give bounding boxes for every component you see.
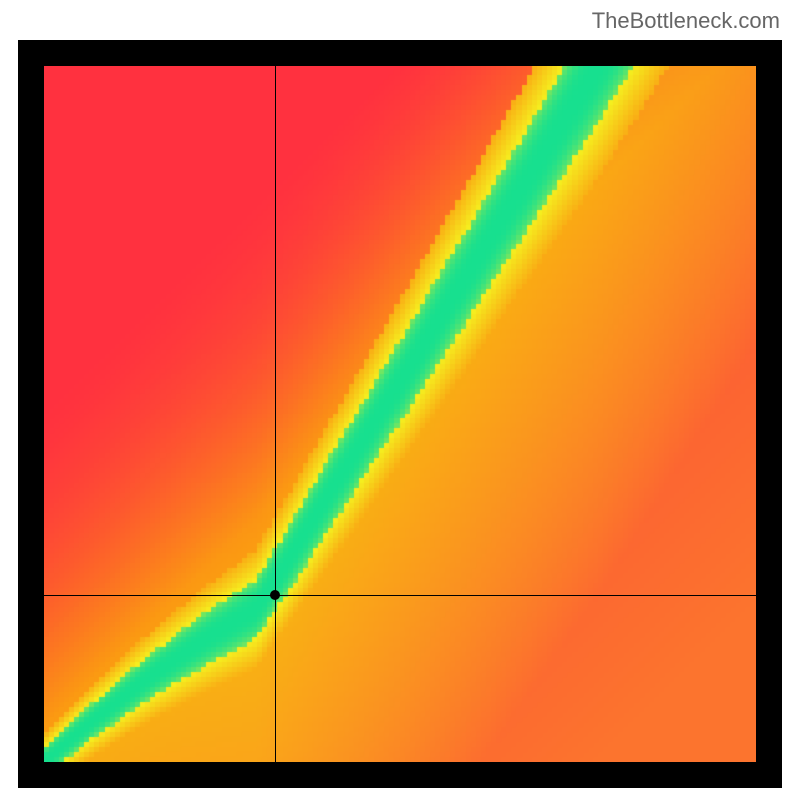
plot-frame [18,40,782,788]
data-point-marker [270,590,280,600]
crosshair-horizontal [44,595,756,596]
heatmap-canvas [44,66,756,762]
watermark-text: TheBottleneck.com [592,8,780,34]
crosshair-vertical [275,66,276,762]
heatmap-area [44,66,756,762]
chart-container: TheBottleneck.com [0,0,800,800]
